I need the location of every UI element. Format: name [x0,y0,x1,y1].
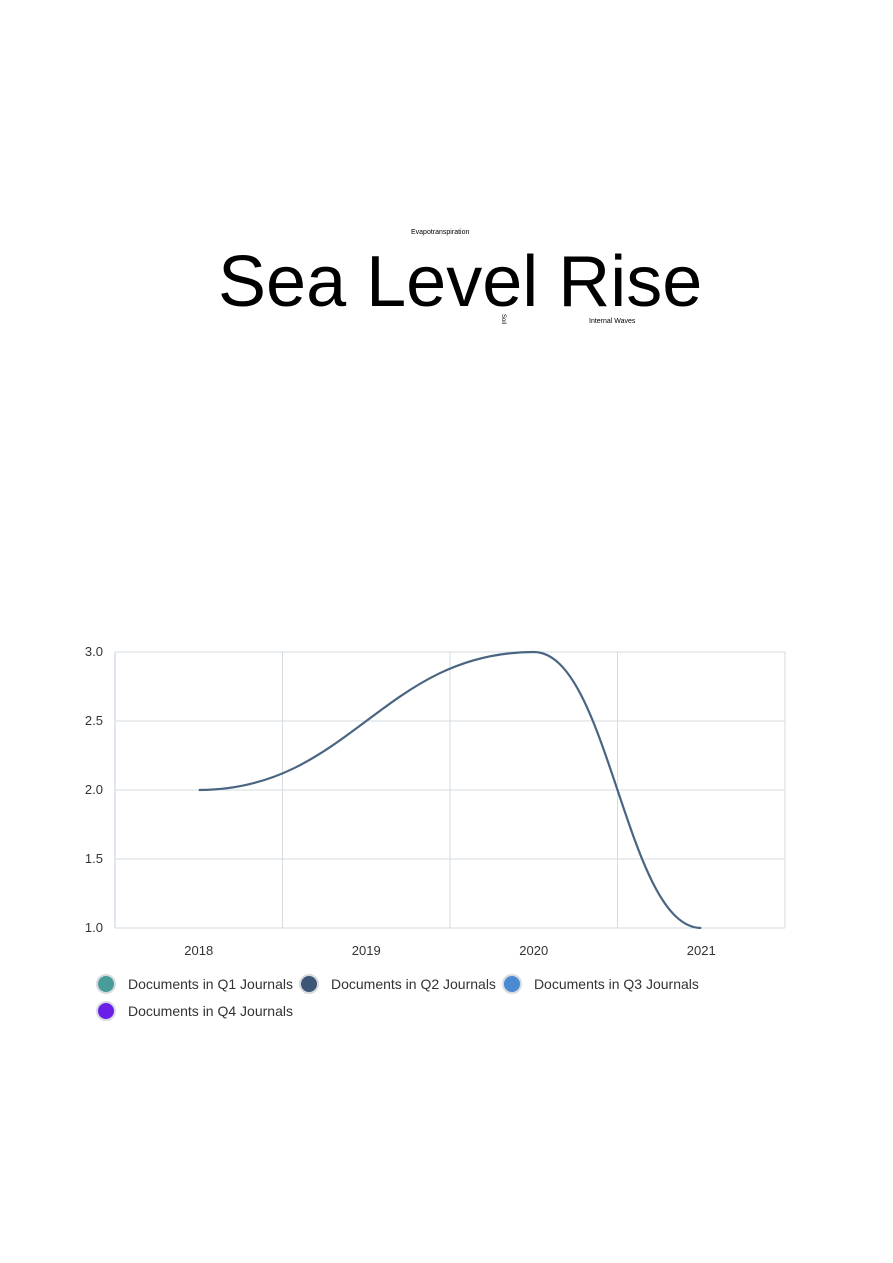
x-tick-label: 2019 [352,943,381,958]
y-tick-label: 1.0 [85,920,103,935]
series-line [198,650,702,930]
legend-label: Documents in Q1 Journals [128,975,293,992]
legend-item[interactable]: Documents in Q1 Journals [96,970,293,997]
legend-label: Documents in Q4 Journals [128,1002,293,1019]
x-tick-label: 2018 [184,943,213,958]
legend-item[interactable]: Documents in Q2 Journals [298,970,496,997]
y-tick-label: 2.0 [85,782,103,797]
y-tick-label: 1.5 [85,851,103,866]
legend-label: Documents in Q2 Journals [330,975,496,992]
legend-item[interactable]: Documents in Q3 Journals [501,970,699,997]
word-cloud: Evapotranspiration Sea Level Rise Soil I… [0,0,893,400]
y-tick-label: 2.5 [85,713,103,728]
x-tick-label: 2020 [519,943,548,958]
legend-swatch [501,973,522,994]
legend-label: Documents in Q3 Journals [533,975,699,992]
legend-swatch [96,973,116,994]
legend-item[interactable]: Documents in Q4 Journals [96,997,293,1024]
y-tick-label: 3.0 [85,644,103,659]
word-soil: Soil [500,314,506,325]
legend-swatch [298,973,319,994]
word-evapotranspiration: Evapotranspiration [411,229,470,236]
chart-legend: Documents in Q1 Journals Documents in Q2 … [96,970,796,1024]
line-chart: 1.0 1.5 2.0 2.5 3.0 2018 2019 2020 2021 [85,644,786,958]
x-tick-label: 2021 [687,943,716,958]
legend-swatch [96,1000,116,1021]
word-sea-level-rise: Sea Level Rise [218,242,703,322]
word-internal-waves: Internal Waves [589,318,636,325]
